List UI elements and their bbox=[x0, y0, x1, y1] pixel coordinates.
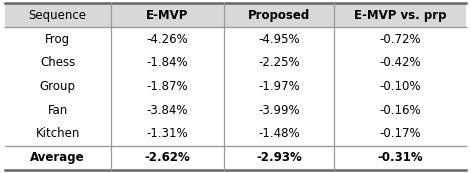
Text: -1.97%: -1.97% bbox=[258, 80, 300, 93]
Text: Chess: Chess bbox=[40, 56, 75, 69]
Text: -2.62%: -2.62% bbox=[144, 151, 190, 164]
Text: -0.42%: -0.42% bbox=[380, 56, 421, 69]
Text: -1.87%: -1.87% bbox=[146, 80, 188, 93]
Text: Frog: Frog bbox=[45, 33, 70, 45]
Bar bbox=[5, 3, 466, 27]
Text: Proposed: Proposed bbox=[248, 9, 310, 22]
Text: -4.95%: -4.95% bbox=[258, 33, 300, 45]
Text: -0.17%: -0.17% bbox=[380, 128, 421, 140]
Text: -0.72%: -0.72% bbox=[380, 33, 421, 45]
Text: -0.31%: -0.31% bbox=[378, 151, 423, 164]
Text: -4.26%: -4.26% bbox=[146, 33, 188, 45]
Text: -2.93%: -2.93% bbox=[256, 151, 302, 164]
Text: Average: Average bbox=[31, 151, 85, 164]
Text: E-MVP vs. prp: E-MVP vs. prp bbox=[354, 9, 447, 22]
Text: Kitchen: Kitchen bbox=[35, 128, 80, 140]
Text: -3.99%: -3.99% bbox=[258, 104, 300, 117]
Text: -3.84%: -3.84% bbox=[146, 104, 188, 117]
Text: -1.84%: -1.84% bbox=[146, 56, 188, 69]
Text: -1.31%: -1.31% bbox=[146, 128, 188, 140]
Text: Sequence: Sequence bbox=[29, 9, 87, 22]
Text: -0.16%: -0.16% bbox=[380, 104, 421, 117]
Text: E-MVP: E-MVP bbox=[146, 9, 188, 22]
Text: -0.10%: -0.10% bbox=[380, 80, 421, 93]
Text: Group: Group bbox=[40, 80, 76, 93]
Text: -2.25%: -2.25% bbox=[258, 56, 300, 69]
Text: -1.48%: -1.48% bbox=[258, 128, 300, 140]
Text: Fan: Fan bbox=[48, 104, 68, 117]
